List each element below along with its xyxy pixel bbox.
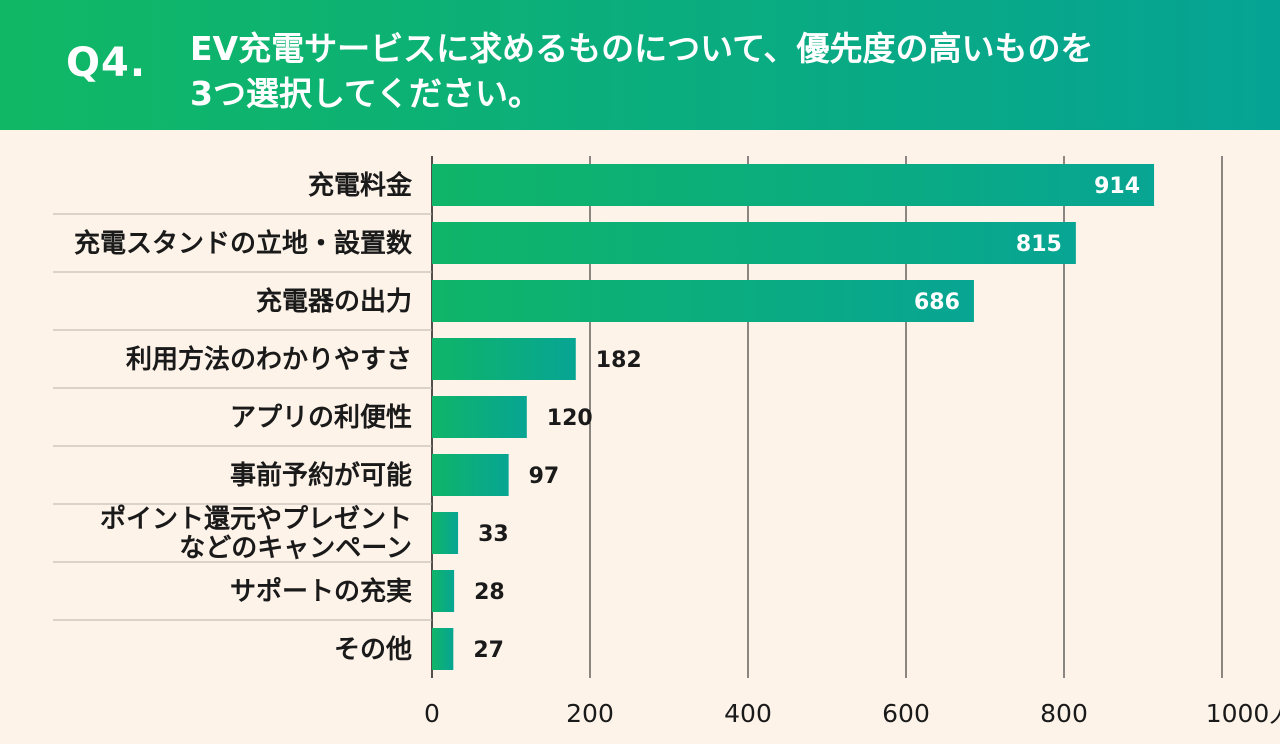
bar <box>432 338 576 380</box>
bar <box>432 628 454 670</box>
value-label: 120 <box>547 406 593 431</box>
category-labels: 充電料金充電スタンドの立地・設置数充電器の出力利用方法のわかりやすさアプリの利便… <box>74 170 413 665</box>
bar <box>432 454 509 496</box>
bar <box>432 396 527 438</box>
question-text: EV充電サービスに求めるものについて、優先度の高いものを 3つ選択してください。 <box>190 29 1094 113</box>
bar <box>432 570 455 612</box>
value-label: 182 <box>596 348 642 373</box>
value-label: 686 <box>914 290 960 315</box>
value-label: 815 <box>1016 232 1062 257</box>
value-label: 97 <box>529 464 560 489</box>
bar-chart: 充電料金充電スタンドの立地・設置数充電器の出力利用方法のわかりやすさアプリの利便… <box>53 156 1280 728</box>
value-label: 33 <box>478 522 509 547</box>
category-label: 充電器の出力 <box>256 286 412 317</box>
x-tick-label: 0 <box>424 699 440 728</box>
value-labels: 914 815 686 182 120 97 33 28 27 <box>473 174 1140 663</box>
value-label: 914 <box>1094 174 1140 199</box>
value-label: 28 <box>474 580 505 605</box>
bar <box>432 222 1076 264</box>
x-tick-label: 400 <box>724 699 772 728</box>
x-tick-label: 1000人 <box>1206 699 1280 728</box>
x-tick-label: 600 <box>882 699 930 728</box>
x-tick-label: 800 <box>1040 699 1088 728</box>
category-label: 充電料金 <box>308 170 413 201</box>
bars <box>432 164 1155 670</box>
x-tick-label: 200 <box>566 699 614 728</box>
row-separators <box>53 213 432 621</box>
x-axis-ticks: 0 200 400 600 800 1000人 <box>424 699 1280 728</box>
question-header: Q4. EV充電サービスに求めるものについて、優先度の高いものを 3つ選択してく… <box>0 0 1280 130</box>
category-label: 充電スタンドの立地・設置数 <box>74 228 413 259</box>
category-label: その他 <box>334 635 412 665</box>
category-label: アプリの利便性 <box>230 403 412 433</box>
question-number: Q4. <box>66 40 147 86</box>
bar <box>432 512 459 554</box>
bar <box>432 164 1155 206</box>
bar <box>432 280 974 322</box>
category-label: ポイント還元やプレゼントなどのキャンペーン <box>100 504 412 564</box>
category-label: 事前予約が可能 <box>230 460 412 491</box>
category-label: 利用方法のわかりやすさ <box>126 344 412 375</box>
value-label: 27 <box>473 638 504 663</box>
category-label: サポートの充実 <box>230 576 412 607</box>
